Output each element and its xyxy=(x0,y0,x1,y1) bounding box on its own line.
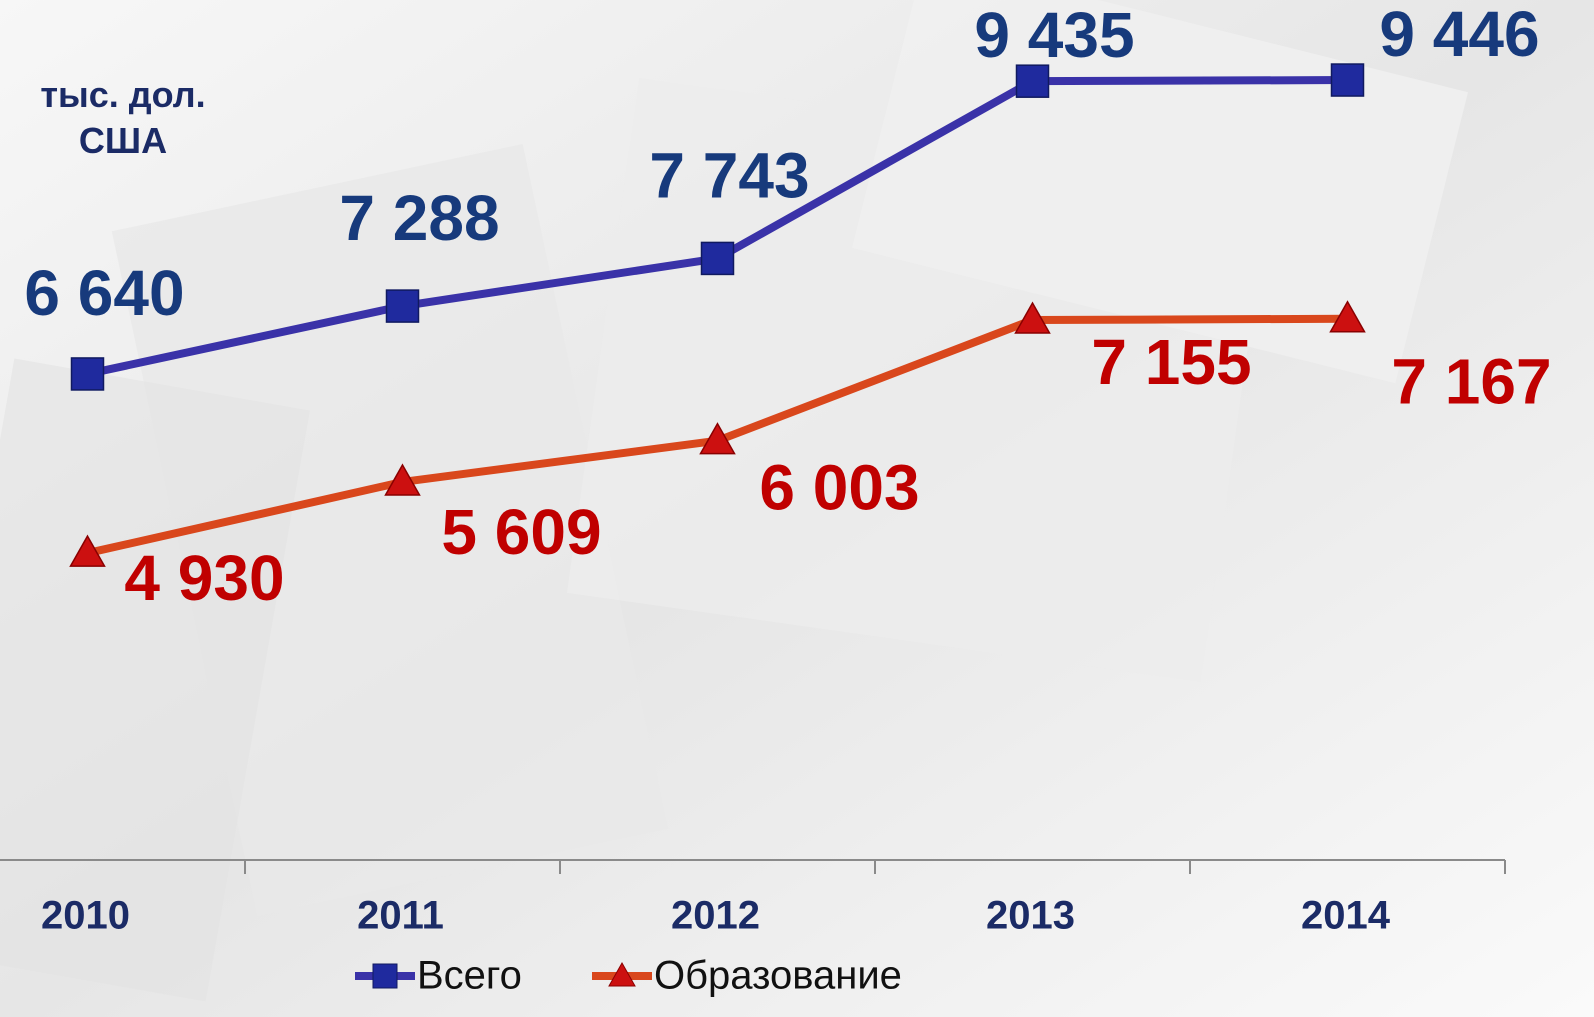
data-label: 7 288 xyxy=(339,182,499,254)
x-tick-label: 2012 xyxy=(671,894,760,938)
x-tick-label: 2013 xyxy=(986,894,1075,938)
data-label: 6 003 xyxy=(759,452,919,524)
marker xyxy=(385,289,420,323)
data-label: 9 435 xyxy=(974,0,1134,71)
legend-label: Всего xyxy=(417,954,522,998)
marker xyxy=(699,422,736,455)
legend: Всего Образование xyxy=(355,954,902,998)
data-label: 5 609 xyxy=(441,496,601,568)
legend-marker xyxy=(608,961,636,987)
marker xyxy=(1329,300,1366,333)
data-label: 7 743 xyxy=(649,139,809,211)
data-label: 4 930 xyxy=(124,542,284,614)
series: 4 930 5 609 6 003 7 155 7 167 xyxy=(69,300,1552,614)
x-tick-label: 2014 xyxy=(1301,894,1391,938)
x-axis xyxy=(0,859,1506,874)
marker xyxy=(69,534,106,567)
x-tick-label: 2011 xyxy=(357,894,444,938)
x-tick-label: 2010 xyxy=(41,894,130,938)
data-label: 6 640 xyxy=(24,257,184,329)
data-label: 9 446 xyxy=(1379,0,1539,70)
marker xyxy=(384,463,421,496)
marker xyxy=(1330,63,1365,97)
legend-label: Образование xyxy=(654,954,902,998)
marker xyxy=(1015,64,1050,98)
legend-marker xyxy=(372,963,398,989)
data-label: 7 155 xyxy=(1091,326,1251,398)
y-axis-label: тыс. дол. США xyxy=(40,74,206,161)
series: 6 640 7 288 7 743 9 435 9 446 xyxy=(24,0,1540,391)
data-label: 7 167 xyxy=(1391,346,1551,418)
marker xyxy=(1014,301,1051,334)
marker xyxy=(70,357,105,391)
marker xyxy=(700,241,735,276)
